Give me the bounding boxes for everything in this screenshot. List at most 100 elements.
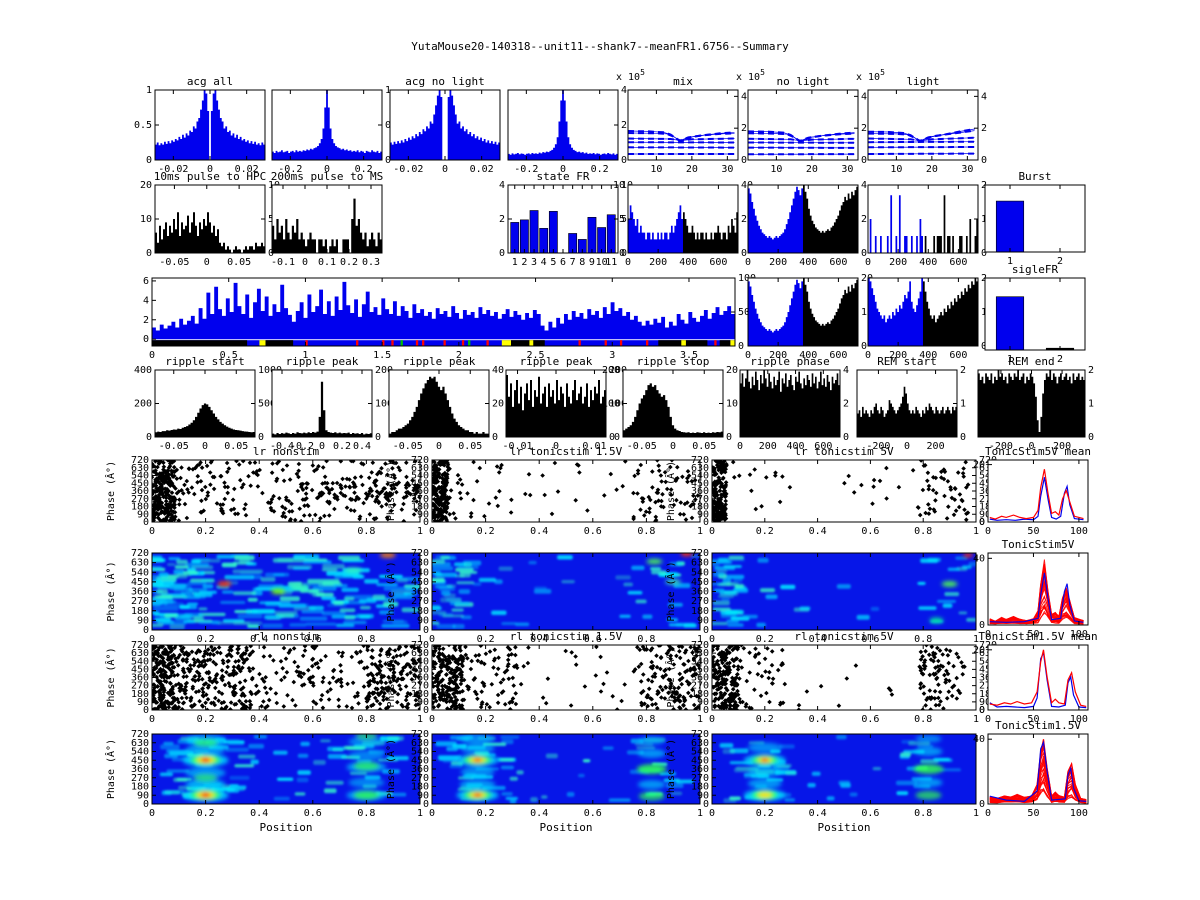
- panel-ripple-peak-1: -0.4-0.2 0 0.2 0.4 0 100 200 ripple peak: [270, 355, 393, 452]
- fr-hist-3-xtick: 0: [865, 257, 871, 268]
- rl-tonicstim-5v-ytick-right: 90: [979, 697, 991, 708]
- state-fr-bar-11: [606, 214, 616, 253]
- rl-tonicstim-1-5v-heat-ytick-left: 360: [411, 764, 429, 775]
- rl-nonstim-ytick-left: 270: [131, 681, 149, 692]
- tonicstim5v-trials-content: [989, 559, 1084, 625]
- rl-tonicstim-5v-ytick-right: 0: [979, 705, 985, 716]
- ripple-start-ytick-right: 500: [258, 399, 276, 410]
- ripple-start-ytick-left: 400: [134, 365, 152, 376]
- lr-tonicstim-1-5v-ylabel: Phase (Â°): [384, 461, 397, 521]
- rem-end-xtick: 200: [1053, 441, 1071, 452]
- rate-mix-content: [628, 130, 735, 155]
- state-fr-xtick: 1: [512, 257, 518, 268]
- rl-tonicstim-1-5v-ytick-left: 180: [411, 689, 429, 700]
- ripple-peak-1-content: [272, 381, 372, 437]
- ripple-peak-2-ytick-right: 40: [492, 365, 504, 376]
- rate-mix-title: mix: [673, 75, 693, 88]
- lr-tonicstim-1-5v-heat-xtick: 0.2: [477, 634, 495, 645]
- rl-tonicstim-1-5v-heat-ytick-left: 720: [411, 729, 429, 740]
- rate-nolight-xtick: 20: [806, 164, 818, 175]
- session-rate-ytick-right: 0: [738, 341, 744, 352]
- panel-fr-hist-5: 0 200 400 600 0 1 2: [865, 273, 987, 361]
- ripple-stop-ytick-left: 100: [602, 399, 620, 410]
- fr-hist-3-ytick-right: 1: [981, 214, 987, 225]
- rate-nolight-ytick-right: 4: [861, 91, 867, 102]
- ripple-peak-3-ytick-right: 200: [609, 365, 627, 376]
- acg-all-fine-ytick-left: 1: [146, 85, 152, 96]
- lr-nonstim-ytick-left: 0: [143, 517, 149, 528]
- rl-tonicstim-5v-heat-xtick: 0.2: [756, 808, 774, 819]
- panel-acg-all-fine: -0.02 0 0.02 0 0.5 1 acg all: [134, 75, 266, 175]
- lr-nonstim-heat-xtick: 0.2: [197, 634, 215, 645]
- rl-tonicstim-1-5v-heat-xtick: 0: [429, 808, 435, 819]
- rl-nonstim-ytick-left: 0: [143, 705, 149, 716]
- tonicstim1-5v-trials-xtick: 50: [1027, 808, 1039, 819]
- rl-tonicstim-5v-heat-ytick-left: 180: [691, 782, 709, 793]
- rate-light-line-5: [868, 129, 975, 143]
- panel-rl-tonicstim-1-5v-heat: 0 0.2 0.4 0.6 0.8 1090180270360450540630720Po…: [384, 729, 703, 834]
- fr-hist-2-content: [748, 185, 858, 253]
- session-rate-ytick-left: 4: [143, 295, 149, 306]
- rl-tonicstim-1-5v-heat-ytick-left: 0: [423, 799, 429, 810]
- rate-nolight-title: no light: [777, 75, 830, 88]
- lr-tonicstim-1-5v-heat-xtick: 0.8: [637, 634, 655, 645]
- lr-nonstim-ytick-left: 360: [131, 486, 149, 497]
- rem-start-title: REM start: [877, 355, 937, 368]
- tonicstim1-5v-trials-content: [989, 739, 1087, 804]
- rl-tonicstim-5v-xtick: 0.8: [914, 714, 932, 725]
- fr-hist-5-xtick: 400: [919, 350, 937, 361]
- rem-start-content: [857, 386, 957, 437]
- ripple-phase-xtick: 600: [814, 441, 832, 452]
- fr-hist-4-bars: [748, 279, 803, 346]
- ripple-start-ytick-left: 200: [134, 399, 152, 410]
- panel-acg-nolight-fine: -0.02 0 0.02 acg no light: [389, 75, 501, 175]
- fr-hist-5-ytick-right: 2: [981, 273, 987, 284]
- lr-tonicstim-1-5v-ytick-left: 360: [411, 486, 429, 497]
- fr-hist-4-ytick-right: 20: [861, 273, 873, 284]
- rl-tonicstim-1-5v-heat-ytick-left: 540: [411, 747, 429, 758]
- lr-tonicstim-5v-xtick: 1: [973, 526, 979, 537]
- rate-light-ytick-right: 0: [981, 155, 987, 166]
- fr-hist-5-xtick: 600: [949, 350, 967, 361]
- pulse-ms-xtick: 0.3: [362, 257, 380, 268]
- lr-tonicstim-5v-content: [712, 460, 971, 522]
- ripple-stop-title: ripple stop: [637, 355, 710, 368]
- acg-all-fine-xtick: 0.02: [235, 164, 259, 175]
- lr-tonicstim-1-5v-heat-xtick: 1: [697, 634, 703, 645]
- lr-tonicstim-5v-ytick-left: 270: [691, 494, 709, 505]
- rl-tonicstim-5v-heat-xtick: 1: [973, 808, 979, 819]
- rate-nolight-content: [748, 130, 855, 156]
- lr-nonstim-heat-ytick-left: 630: [131, 558, 149, 569]
- rl-tonicstim-1-5v-xtick: 0.8: [637, 714, 655, 725]
- lr-tonicstim-5v-xtick: 0.4: [809, 526, 827, 537]
- ripple-peak-2-content: [389, 376, 489, 437]
- rl-tonicstim-1-5v-ytick-left: 90: [417, 697, 429, 708]
- lr-tonicstim-1-5v-xtick: 1: [697, 526, 703, 537]
- lr-tonicstim-5v-ytick-left: 630: [691, 463, 709, 474]
- lr-nonstim-xtick: 0.8: [357, 526, 375, 537]
- session-rate-xtick: 0.5: [220, 350, 238, 361]
- acg-nolight-fine-xtick: 0: [442, 164, 448, 175]
- lr-tonicstim-5v-heat-content: [712, 553, 976, 630]
- rl-tonicstim-5v-xtick: 0: [709, 714, 715, 725]
- pulse-hpc-content: [155, 212, 265, 253]
- burst-title: Burst: [1018, 170, 1051, 183]
- acg-all-wide-content: [272, 90, 382, 160]
- rem-start-ytick-right: 2: [960, 365, 966, 376]
- state-fr-xtick: 11: [605, 257, 617, 268]
- rate-light-xtick: 30: [961, 164, 973, 175]
- lr-tonicstim-5v-heat-ytick-left: 180: [691, 606, 709, 617]
- rl-tonicstim-5v-ytick-left: 450: [691, 664, 709, 675]
- lr-nonstim-heat-xtick: 0.4: [250, 634, 268, 645]
- session-rate-ytick-right: 50: [738, 307, 750, 318]
- state-fr-ytick-left: 2: [499, 214, 505, 225]
- rl-tonicstim-1-5v-xtick: 0.6: [584, 714, 602, 725]
- lr-nonstim-heat-ytick-left: 270: [131, 596, 149, 607]
- siglefr-xtick: 2: [1057, 354, 1063, 365]
- acg-nolight-fine-content: [390, 90, 500, 160]
- acg-nolight-fine-bars: [390, 90, 500, 160]
